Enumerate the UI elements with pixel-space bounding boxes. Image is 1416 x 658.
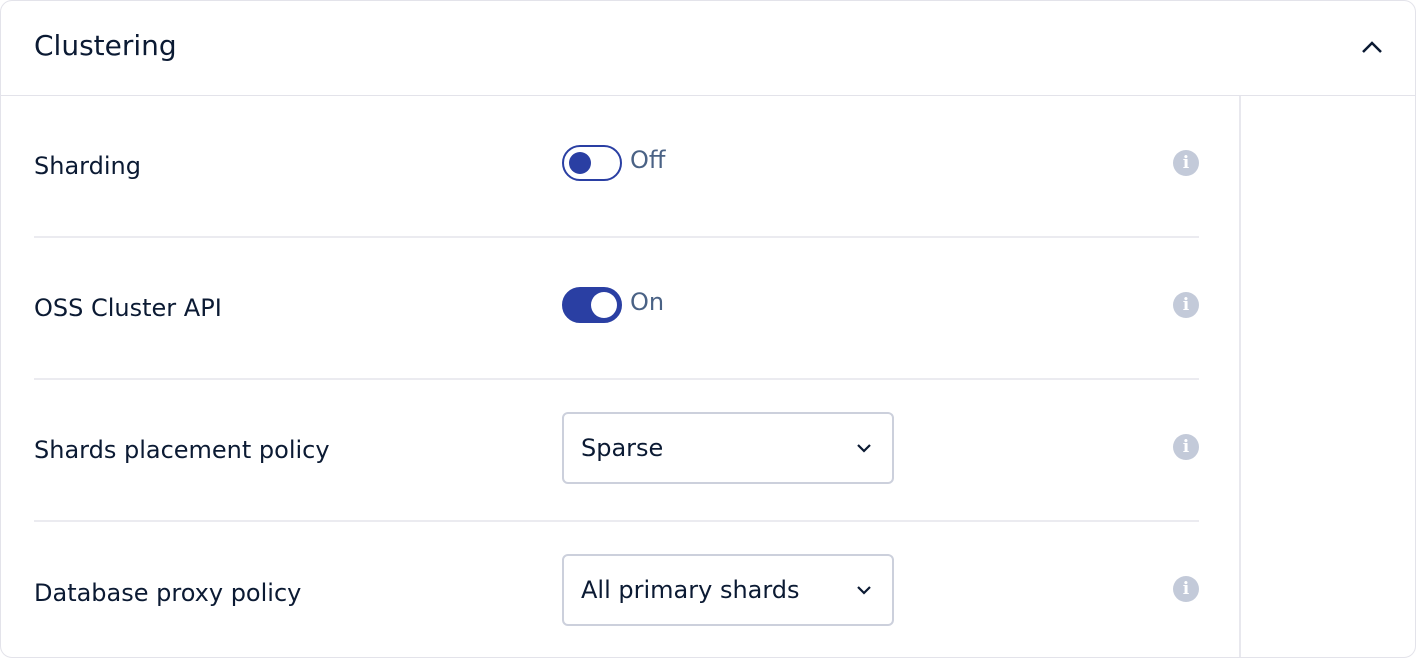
oss-cluster-api-toggle[interactable] (562, 287, 622, 323)
toggle-knob (591, 292, 617, 318)
toggle-knob (569, 152, 591, 174)
toggle-state: Off (630, 146, 666, 174)
setting-label: Sharding (34, 152, 141, 180)
select-value: Sparse (581, 434, 664, 462)
vertical-divider (1239, 96, 1241, 657)
setting-row-sharding: Sharding Off i (34, 96, 1199, 238)
setting-label: Shards placement policy (34, 436, 330, 464)
chevron-up-icon[interactable] (1359, 37, 1385, 57)
setting-row-shards-placement: Shards placement policy Sparse i (34, 380, 1199, 522)
setting-row-oss-cluster-api: OSS Cluster API On i (34, 238, 1199, 380)
setting-label: OSS Cluster API (34, 294, 222, 322)
info-icon[interactable]: i (1173, 292, 1199, 318)
shards-placement-select[interactable]: Sparse (562, 412, 894, 484)
chevron-down-icon (857, 444, 871, 453)
chevron-down-icon (857, 586, 871, 595)
select-value: All primary shards (581, 576, 800, 604)
panel-header[interactable]: Clustering (1, 1, 1415, 96)
info-icon[interactable]: i (1173, 576, 1199, 602)
section-title: Clustering (34, 29, 177, 62)
info-icon[interactable]: i (1173, 150, 1199, 176)
database-proxy-select[interactable]: All primary shards (562, 554, 894, 626)
sharding-toggle[interactable] (562, 145, 622, 181)
info-icon[interactable]: i (1173, 434, 1199, 460)
toggle-state: On (630, 288, 665, 316)
setting-label: Database proxy policy (34, 579, 302, 607)
setting-row-database-proxy: Database proxy policy All primary shards… (34, 522, 1199, 657)
